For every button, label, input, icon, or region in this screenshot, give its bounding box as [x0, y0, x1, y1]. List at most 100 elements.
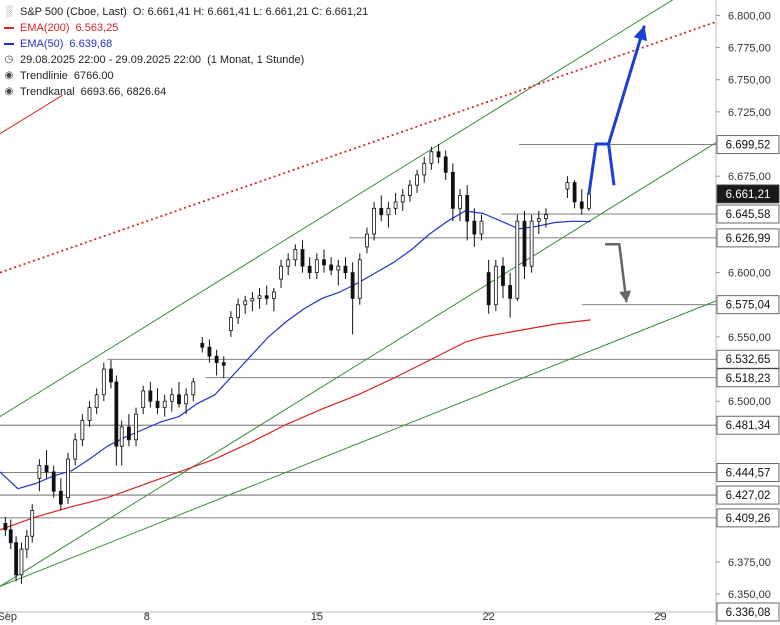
ema50-line — [0, 210, 591, 490]
candle-body — [119, 426, 124, 447]
x-tick-label: 15 — [311, 611, 323, 623]
candle-body — [141, 390, 146, 409]
trend-dotted-line — [0, 21, 717, 274]
bullish-arrow — [587, 25, 646, 195]
legend-ema50-row: EMA(50) 6.639,68 — [4, 36, 368, 52]
x-tick-label: 22 — [483, 611, 495, 623]
y-tick-label: 6.350,00 — [728, 589, 771, 601]
candle-body — [286, 259, 291, 267]
legend-trendkanal-value: 6693.66, 6826.64 — [80, 86, 167, 98]
candle-body — [109, 368, 113, 383]
level-tag-box — [716, 349, 780, 369]
legend-period-row: ◷ 29.08.2025 22:00 - 29.09.2025 22:00 (1… — [4, 52, 368, 68]
legend-trendkanal-label: Trendkanal — [20, 86, 75, 98]
level-tag-box — [716, 204, 780, 224]
candle-body — [422, 162, 427, 176]
level-tag-box — [716, 295, 780, 315]
candle-body — [415, 174, 419, 186]
candle-body — [465, 195, 470, 222]
legend-trendline-value: 6766.00 — [73, 70, 114, 82]
level-tag-label: 6.444,57 — [726, 467, 771, 479]
candle-body — [264, 295, 269, 299]
candle-body — [515, 220, 520, 299]
candle-body — [148, 390, 153, 402]
y-tick-label: 6.775,00 — [728, 43, 771, 55]
candle-body — [243, 300, 248, 306]
candle-body — [486, 272, 491, 306]
candle-body — [400, 195, 405, 203]
candle-body — [101, 368, 106, 396]
candle-body — [293, 249, 298, 261]
bottom-price-tag-label: 6.336,08 — [726, 607, 771, 619]
ema200-offscreen-line — [0, 94, 63, 135]
candle-body — [126, 426, 131, 441]
y-tick-label: 6.375,00 — [728, 557, 771, 569]
candle-body — [14, 542, 19, 576]
candle-body — [386, 207, 391, 216]
candle-body — [80, 420, 85, 441]
candle-body — [587, 193, 591, 209]
candle-body — [493, 265, 498, 306]
candle-body — [350, 272, 355, 299]
candle-body — [522, 220, 527, 267]
candle-body — [19, 548, 24, 576]
candle-body — [307, 265, 312, 274]
y-tick-label: 6.800,00 — [728, 10, 771, 22]
candle-body — [214, 355, 219, 364]
trend-channel-upper — [0, 0, 674, 418]
ema200-line — [0, 319, 591, 531]
candle-body — [177, 394, 181, 405]
legend-ema200-value: 6.563,25 — [75, 22, 119, 34]
bullish-arrow-branch — [607, 143, 616, 186]
candle-body — [529, 220, 534, 267]
x-tick-label: Sep — [0, 611, 17, 623]
level-tag-label: 6.409,26 — [726, 513, 771, 525]
candlestick-icon: ░ — [5, 6, 13, 17]
candle-body — [8, 529, 13, 544]
level-tag-box — [716, 228, 780, 248]
legend-period-note: (1 Monat, 1 Stunde) — [207, 54, 305, 66]
legend-ema200-label: EMA(200) — [20, 22, 70, 34]
x-tick-label: 8 — [144, 611, 150, 623]
candle-body — [37, 465, 42, 479]
last-price-tag-label: 6.661,21 — [726, 189, 771, 201]
candle-body — [236, 304, 240, 319]
ema50-swatch — [4, 43, 14, 45]
candle-body — [24, 535, 29, 550]
candle-body — [329, 264, 334, 271]
candle-body — [44, 465, 49, 473]
candle-body — [443, 156, 448, 173]
candle-body — [544, 214, 548, 220]
candle-body — [162, 400, 167, 409]
candle-body — [169, 394, 174, 402]
bottom-price-tag-box — [716, 602, 780, 622]
level-tag-label: 6.626,99 — [726, 233, 771, 245]
bullish-arrowhead — [633, 25, 648, 42]
y-tick-label: 6.675,00 — [728, 171, 771, 183]
y-tick-label: 6.750,00 — [728, 75, 771, 87]
level-tag-label: 6.575,04 — [726, 300, 771, 312]
candle-body — [450, 171, 455, 209]
candle-body — [30, 510, 35, 537]
trend-channel-lower — [0, 142, 717, 587]
candle-body — [393, 201, 398, 209]
legend-trendline-label: Trendlinie — [20, 70, 68, 82]
legend-period: 29.08.2025 22:00 - 29.09.2025 22:00 — [20, 54, 202, 66]
bearish-arrow — [605, 243, 628, 303]
candle-body — [372, 207, 377, 235]
candle-body — [184, 394, 189, 405]
candle-body — [279, 265, 283, 280]
candle-body — [250, 297, 255, 302]
level-tag-box — [716, 135, 780, 155]
candle-body — [3, 522, 8, 531]
candle-body — [271, 291, 276, 299]
candle-body — [508, 285, 513, 299]
level-tag-label: 6.481,34 — [726, 420, 771, 432]
candle-body — [357, 259, 362, 299]
legend-ema50-value: 6.639,68 — [69, 38, 113, 50]
y-tick-label: 6.550,00 — [728, 332, 771, 344]
legend-title-row: ░ S&P 500 (Cboe, Last) O: 6.661,41 H: 6.… — [4, 4, 368, 20]
candle-body — [579, 201, 584, 209]
candle-body — [207, 346, 212, 357]
